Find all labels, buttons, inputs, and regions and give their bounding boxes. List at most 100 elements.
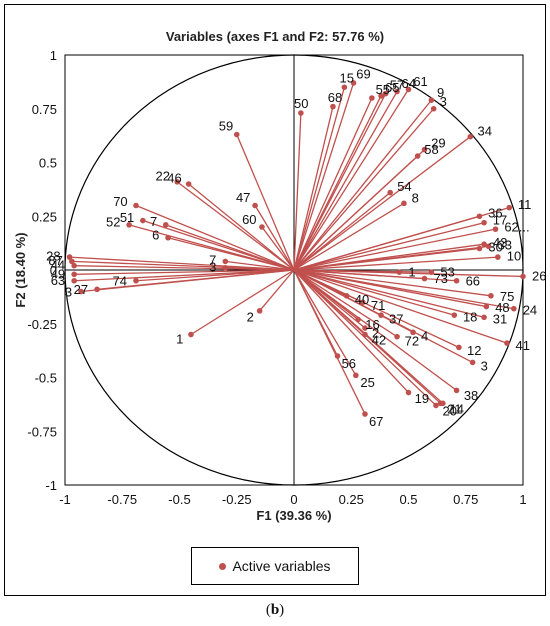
variable-point [259, 224, 265, 230]
y-tick-label: 0.75 [32, 102, 57, 117]
variable-point [394, 88, 400, 95]
variable-label: 40 [355, 292, 369, 307]
variable-point [343, 293, 350, 299]
variable-point [382, 90, 389, 97]
variable-vector [176, 181, 295, 271]
variable-point [476, 245, 483, 252]
x-tick-label: -0.75 [107, 492, 137, 507]
variable-vector [293, 269, 363, 303]
variable-point [421, 146, 428, 153]
variable-label: 60 [242, 212, 256, 227]
variable-label: 70 [113, 194, 127, 209]
variable-point [481, 241, 487, 247]
variable-vector [293, 269, 487, 308]
variable-label: 1 [176, 331, 183, 346]
variable-point [362, 411, 368, 417]
legend-label: Active variables [232, 558, 331, 574]
variable-point [222, 258, 229, 265]
variable-point [421, 275, 428, 282]
variable-label: 56 [342, 356, 356, 371]
variable-point [492, 226, 499, 232]
variable-vector [293, 113, 302, 271]
variable-label: 71 [371, 298, 385, 313]
variable-label: 2 [372, 326, 379, 341]
variable-vector [293, 269, 457, 391]
variable-label: 46 [167, 170, 181, 185]
variable-vector [225, 260, 295, 271]
variable-vector [96, 269, 295, 290]
variable-point [410, 329, 416, 336]
variable-point [428, 97, 435, 103]
variable-point [133, 277, 139, 284]
variable-label: 74 [113, 273, 127, 288]
variable-label: 42 [372, 333, 386, 348]
variable-label: 15 [340, 71, 354, 86]
variable-point [222, 265, 229, 271]
variable-label: 11 [518, 197, 532, 212]
variable-point [162, 222, 169, 228]
variable-point [94, 286, 100, 293]
x-tick-label: 1 [519, 492, 526, 507]
variable-point [69, 258, 75, 265]
correlation-circle-chart: Variables (axes F1 and F2: 57.76 %) 11 22… [13, 29, 545, 523]
variable-vector [293, 269, 485, 318]
variable-vector [293, 215, 480, 271]
x-tick-label: -0.5 [168, 492, 190, 507]
variable-vector [293, 106, 334, 271]
caption-prefix: ( [265, 602, 271, 618]
variable-label: 4 [421, 329, 428, 344]
variable-point [185, 181, 192, 187]
caption-suffix: ) [279, 602, 285, 618]
variable-label: 72 [405, 334, 419, 349]
variable-label: 33 [498, 237, 512, 252]
variable-vector [293, 97, 373, 271]
variable-point [520, 273, 526, 280]
variable-point [133, 202, 139, 209]
variable-label: 66 [466, 273, 480, 288]
variable-point [488, 293, 494, 299]
variable-vector [293, 89, 410, 271]
variable-point [437, 400, 444, 407]
variable-label: 57 [390, 78, 404, 93]
variable-point [66, 254, 73, 260]
variable-label: 7 [209, 252, 216, 267]
variable-point [378, 93, 384, 99]
variable-vector [293, 269, 366, 335]
chart-legend: Active variables [191, 547, 359, 585]
variable-label: 87 [48, 253, 62, 268]
x-tick-label: 0.25 [339, 492, 364, 507]
variable-point [430, 105, 437, 112]
y-tick-label: -0.25 [27, 317, 57, 332]
variable-labels: 11 22333346778910111214151617181920212224… [46, 66, 545, 429]
variable-vector [293, 91, 398, 271]
variable-label: 25 [360, 375, 374, 390]
variable-points [66, 80, 526, 417]
variable-vector [293, 269, 455, 316]
variable-point [341, 84, 348, 91]
variable-point [504, 340, 510, 346]
variable-label: 36 [488, 206, 502, 221]
x-tick-label: 0.5 [399, 492, 417, 507]
variable-label: 51 [120, 210, 134, 225]
variable-label: 41 [515, 338, 529, 353]
variable-vector [74, 269, 295, 275]
variable-label: 53 [440, 264, 454, 279]
variable-point [481, 219, 487, 226]
variable-label: 22 [156, 168, 170, 183]
variable-label: 24 [523, 302, 537, 317]
y-axis-title: F2 (18.40 %) [13, 232, 28, 307]
variable-point [369, 95, 375, 101]
variable-point [453, 387, 460, 394]
variable-vector [293, 269, 398, 338]
variable-vector [293, 269, 432, 273]
variable-label: 49 [51, 266, 65, 281]
variable-point [174, 179, 181, 185]
variable-label: 63 [51, 273, 65, 288]
variable-label: 1 [408, 264, 415, 279]
x-tick-label: 0 [290, 492, 297, 507]
variable-label: 61 [413, 74, 427, 89]
variable-label: 47 [236, 190, 250, 205]
variable-label: 19 [415, 391, 429, 406]
variable-point [485, 243, 492, 250]
variable-label: 8 [412, 191, 419, 206]
